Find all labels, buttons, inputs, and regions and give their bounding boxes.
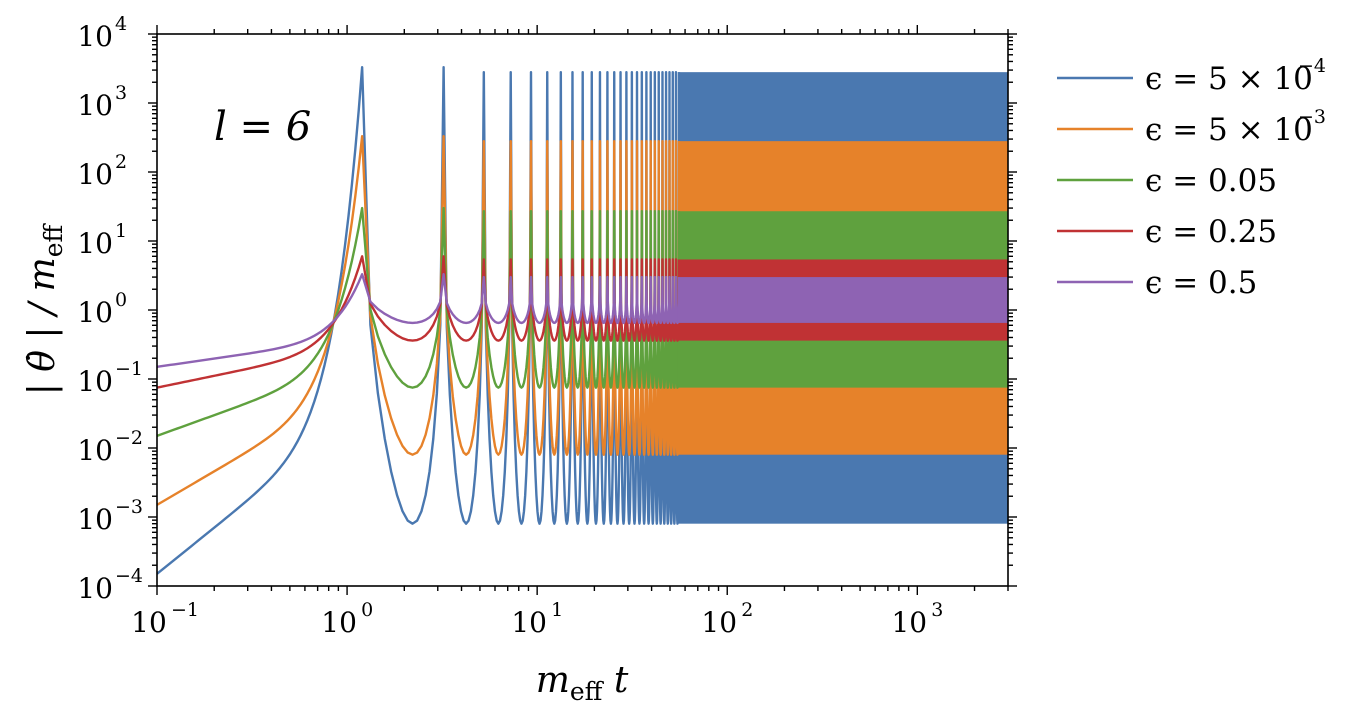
x-tick-label: 10 (321, 606, 357, 639)
y-tick-label: 10 (77, 503, 113, 536)
legend-item: ϵ = 0.05 (1057, 163, 1277, 199)
legend-item: ϵ = 5 × 10−4 (1057, 55, 1326, 97)
chart-annotation: l = 6 (214, 104, 311, 150)
labels-layer: l = 6 meff t | θ̇ | / meff (22, 104, 629, 706)
series-layer (157, 66, 1008, 575)
legend-label: ϵ = 5 × 10 (1145, 112, 1313, 148)
legend-label-exponent: −3 (1298, 106, 1326, 128)
y-tick-exponent: −1 (115, 358, 143, 380)
x-tick-label: 10 (701, 606, 737, 639)
x-axis-label: meff t (536, 660, 629, 706)
x-tick-label: 10 (511, 606, 547, 639)
y-tick-label: 10 (77, 434, 113, 467)
legend-item: ϵ = 5 × 10−3 (1057, 106, 1326, 148)
legend-label: ϵ = 5 × 10 (1145, 61, 1313, 97)
legend-label-exponent: −4 (1298, 55, 1326, 77)
y-tick-exponent: −3 (115, 496, 143, 518)
y-tick-exponent: 0 (115, 289, 127, 311)
y-tick-exponent: 3 (115, 82, 127, 104)
y-tick-exponent: −2 (115, 427, 143, 449)
legend-item: ϵ = 0.25 (1057, 214, 1277, 250)
x-tick-label: 10 (891, 606, 927, 639)
y-tick-exponent: 1 (115, 220, 127, 242)
y-tick-label: 10 (77, 89, 113, 122)
x-tick-exponent: 3 (931, 599, 943, 621)
y-tick-exponent: 4 (115, 13, 127, 35)
x-tick-label: 10 (131, 606, 167, 639)
y-tick-exponent: 2 (115, 151, 127, 173)
series-5 (157, 273, 1008, 369)
y-tick-label: 10 (77, 158, 113, 191)
axes-layer: 10 −1 10 0 10 1 10 2 10 310 −410 −310 −210 −110 010 110… (77, 13, 1017, 639)
y-axis-label: | θ̇ | / meff (22, 222, 68, 395)
legend-item: ϵ = 0.5 (1057, 265, 1257, 301)
y-tick-label: 10 (77, 227, 113, 260)
x-tick-exponent: 1 (551, 599, 563, 621)
y-tick-label: 10 (77, 20, 113, 53)
legend-label: ϵ = 0.5 (1145, 265, 1257, 301)
y-tick-label: 10 (77, 572, 113, 605)
legend-label: ϵ = 0.05 (1145, 163, 1277, 199)
series-5-dense-band (677, 277, 1008, 323)
y-tick-label: 10 (77, 365, 113, 398)
legend: ϵ = 5 × 10−4ϵ = 5 × 10−3ϵ = 0.05ϵ = 0.25… (1057, 55, 1326, 301)
series-5-curve (157, 273, 681, 369)
y-tick-exponent: −4 (115, 565, 143, 587)
x-tick-exponent: −1 (171, 599, 199, 621)
y-tick-label: 10 (77, 296, 113, 329)
x-tick-exponent: 2 (741, 599, 753, 621)
x-tick-exponent: 0 (361, 599, 373, 621)
legend-label: ϵ = 0.25 (1145, 214, 1277, 250)
